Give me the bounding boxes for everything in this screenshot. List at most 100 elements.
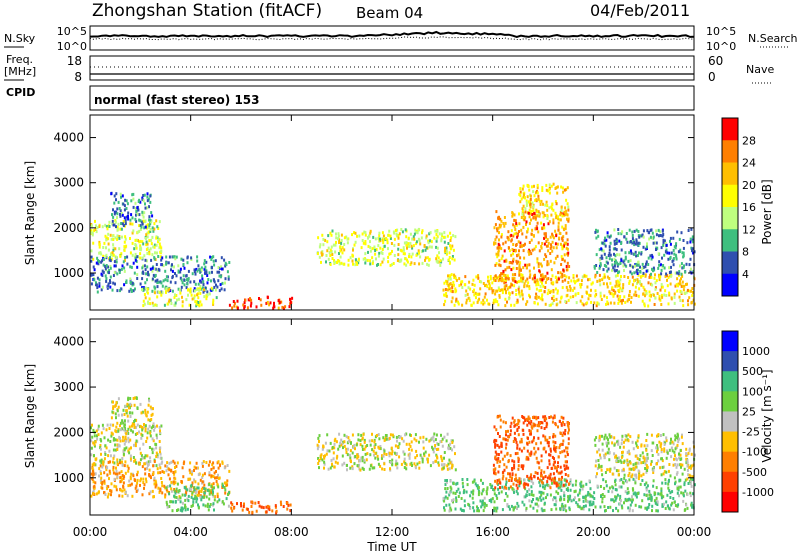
range-gate-cell bbox=[101, 423, 104, 427]
range-gate-cell bbox=[548, 416, 551, 419]
range-gate-cell bbox=[90, 224, 93, 228]
range-gate-cell bbox=[92, 265, 95, 269]
range-gate-cell bbox=[447, 446, 450, 450]
range-gate-cell bbox=[137, 208, 140, 212]
range-gate-cell bbox=[141, 428, 144, 432]
range-gate-cell bbox=[546, 238, 549, 242]
range-gate-cell bbox=[127, 431, 130, 435]
range-gate-cell bbox=[146, 291, 149, 295]
range-gate-cell bbox=[494, 506, 497, 510]
range-gate-cell bbox=[114, 282, 116, 286]
range-gate-cell bbox=[690, 301, 693, 305]
range-gate-cell bbox=[134, 243, 137, 246]
range-gate-cell bbox=[447, 285, 450, 289]
range-gate-cell bbox=[488, 287, 491, 291]
range-gate-cell bbox=[374, 443, 377, 446]
range-gate-cell bbox=[111, 251, 114, 255]
range-gate-cell bbox=[146, 195, 149, 199]
range-gate-cell bbox=[455, 482, 458, 486]
range-gate-cell bbox=[494, 238, 497, 242]
range-gate-cell bbox=[224, 488, 227, 492]
range-gate-cell bbox=[340, 248, 343, 252]
range-gate-cell bbox=[161, 291, 164, 295]
range-gate-cell bbox=[219, 275, 222, 279]
range-gate-cell bbox=[648, 493, 651, 497]
range-gate-cell bbox=[119, 428, 122, 432]
range-gate-cell bbox=[104, 255, 107, 258]
range-gate-cell bbox=[377, 462, 380, 466]
range-gate-cell bbox=[145, 233, 148, 237]
range-gate-cell bbox=[139, 228, 142, 231]
range-gate-cell bbox=[566, 252, 569, 256]
range-gate-cell bbox=[499, 418, 502, 422]
range-gate-cell bbox=[644, 265, 647, 269]
range-gate-cell bbox=[435, 257, 438, 261]
range-gate-cell bbox=[645, 245, 648, 249]
range-gate-cell bbox=[653, 491, 656, 495]
range-gate-cell bbox=[157, 238, 160, 242]
range-gate-cell bbox=[617, 509, 620, 513]
range-gate-cell bbox=[143, 193, 146, 197]
range-gate-cell bbox=[195, 302, 198, 306]
range-gate-cell bbox=[153, 257, 156, 261]
range-gate-cell bbox=[494, 298, 497, 302]
range-gate-cell bbox=[691, 287, 694, 290]
range-gate-cell bbox=[630, 300, 632, 304]
range-gate-cell bbox=[498, 295, 501, 299]
range-gate-cell bbox=[255, 305, 258, 309]
range-gate-cell bbox=[498, 223, 501, 227]
range-gate-cell bbox=[622, 286, 625, 290]
range-gate-cell bbox=[136, 406, 139, 410]
range-gate-cell bbox=[96, 437, 99, 441]
range-gate-cell bbox=[345, 447, 348, 451]
range-gate-cell bbox=[511, 416, 514, 420]
range-gate-cell bbox=[512, 223, 515, 227]
range-gate-cell bbox=[660, 487, 663, 491]
range-gate-cell bbox=[157, 240, 159, 244]
range-gate-cell bbox=[170, 480, 173, 484]
range-gate-cell bbox=[478, 292, 481, 296]
range-gate-cell bbox=[500, 235, 503, 239]
range-gate-cell bbox=[100, 472, 102, 476]
range-gate-cell bbox=[225, 497, 228, 501]
range-gate-cell bbox=[141, 213, 144, 217]
range-gate-cell bbox=[371, 448, 374, 452]
range-gate-cell bbox=[608, 248, 611, 252]
range-gate-cell bbox=[121, 460, 123, 464]
range-gate-cell bbox=[191, 491, 194, 495]
range-gate-cell bbox=[684, 508, 687, 512]
range-gate-cell bbox=[539, 202, 542, 206]
range-gate-cell bbox=[519, 245, 522, 249]
range-gate-cell bbox=[541, 278, 544, 282]
range-gate-cell bbox=[560, 255, 563, 259]
range-gate-cell bbox=[680, 277, 682, 281]
range-gate-cell bbox=[97, 427, 100, 431]
range-gate-cell bbox=[668, 448, 671, 452]
range-gate-cell bbox=[359, 439, 362, 443]
range-gate-cell bbox=[441, 459, 444, 463]
range-gate-cell bbox=[669, 474, 672, 478]
range-gate-cell bbox=[520, 244, 523, 248]
range-gate-cell bbox=[555, 186, 558, 190]
range-gate-cell bbox=[605, 256, 608, 260]
range-gate-cell bbox=[338, 259, 341, 263]
range-gate-cell bbox=[545, 200, 548, 204]
range-gate-cell bbox=[177, 287, 180, 291]
range-gate-cell bbox=[216, 270, 219, 274]
range-gate-cell bbox=[539, 297, 542, 301]
range-gate-cell bbox=[508, 261, 511, 265]
range-gate-cell bbox=[119, 476, 122, 480]
range-gate-cell bbox=[467, 296, 470, 300]
range-gate-cell bbox=[381, 456, 383, 460]
range-gate-cell bbox=[509, 454, 512, 458]
range-gate-cell bbox=[669, 441, 672, 445]
range-gate-cell bbox=[141, 465, 144, 469]
range-gate-cell bbox=[525, 201, 528, 205]
range-gate-cell bbox=[126, 404, 129, 408]
range-gate-cell bbox=[618, 289, 621, 293]
range-gate-cell bbox=[471, 480, 474, 484]
range-gate-cell bbox=[661, 234, 664, 238]
range-gate-cell bbox=[543, 487, 546, 490]
range-gate-cell bbox=[638, 251, 640, 255]
range-gate-cell bbox=[159, 456, 162, 460]
